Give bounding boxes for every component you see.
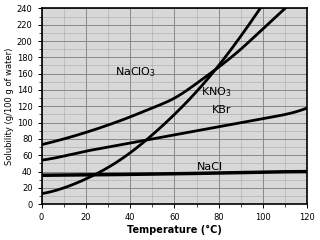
X-axis label: Temperature (°C): Temperature (°C) — [127, 225, 222, 235]
Text: NaCl: NaCl — [196, 162, 223, 172]
Text: NaClO$_3$: NaClO$_3$ — [115, 65, 156, 79]
Text: KBr: KBr — [212, 105, 232, 114]
Y-axis label: Solubility (g/100 g of water): Solubility (g/100 g of water) — [5, 48, 14, 165]
Text: KNO$_3$: KNO$_3$ — [201, 85, 232, 98]
